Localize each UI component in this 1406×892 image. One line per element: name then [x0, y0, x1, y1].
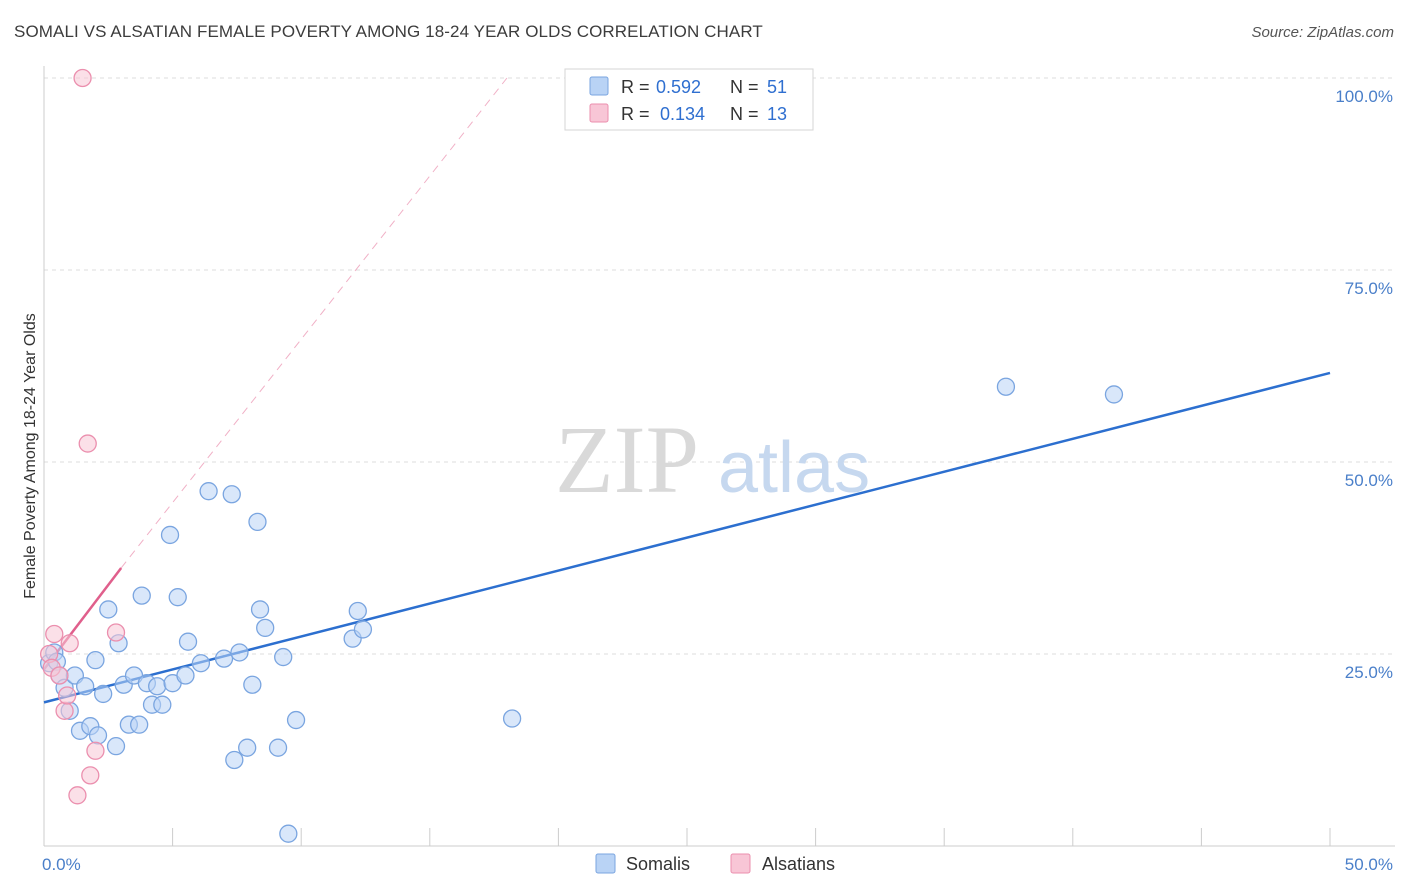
watermark-atlas: atlas: [718, 428, 870, 508]
alsatian-point: [78, 434, 97, 453]
legend-swatch-somalis: [589, 76, 609, 96]
somali-point: [348, 601, 367, 621]
somali-point: [130, 715, 149, 734]
legend-r-value-alsatians: 0.134: [660, 104, 705, 124]
somali-trend-line: [43, 371, 1331, 704]
alsatian-point: [60, 634, 79, 653]
somali-point: [94, 684, 113, 704]
somali-point: [238, 738, 257, 757]
somali-point: [286, 710, 306, 730]
somali-point: [250, 600, 270, 619]
somali-point: [243, 675, 262, 694]
alsatian-point: [73, 68, 92, 88]
legend-r-value-somalis: 0.592: [656, 77, 701, 97]
alsatian-point: [68, 786, 87, 805]
somali-point: [256, 618, 275, 638]
somali-point: [214, 649, 234, 668]
alsatian-trend-extension: [120, 77, 508, 569]
somali-point: [99, 600, 118, 619]
somali-point: [1104, 385, 1124, 404]
somali-point: [279, 824, 298, 843]
somali-point: [248, 512, 267, 532]
x-tick-label: 0.0%: [42, 855, 81, 874]
alsatian-point: [45, 624, 64, 644]
alsatian-point: [106, 623, 126, 642]
somali-point: [222, 485, 241, 504]
somali-point: [76, 677, 95, 696]
y-axis-label: Female Poverty Among 18-24 Year Olds: [22, 313, 39, 599]
data-points: [39, 68, 1124, 843]
somali-point: [199, 482, 218, 501]
somali-point: [160, 525, 180, 545]
legend-r-label-somalis: R =: [621, 77, 650, 97]
bottom-legend-swatch-somalis: [595, 853, 616, 874]
somali-point: [176, 666, 195, 685]
source-label: Source: ZipAtlas.com: [1251, 24, 1394, 41]
y-tick-label: 50.0%: [1345, 471, 1393, 490]
y-tick-label: 75.0%: [1345, 279, 1393, 298]
watermark-zip: ZIP: [555, 406, 699, 513]
bottom-legend-label-alsatians: Alsatians: [762, 854, 835, 874]
alsatian-point: [57, 686, 77, 705]
somali-point: [225, 750, 244, 770]
alsatian-point: [55, 701, 74, 720]
y-tick-label: 100.0%: [1335, 87, 1393, 106]
series-legend: Somalis Alsatians: [595, 853, 835, 874]
somali-point: [353, 620, 373, 639]
somali-point: [191, 654, 211, 673]
bottom-legend-label-somalis: Somalis: [626, 854, 690, 874]
somali-point: [153, 695, 172, 714]
trend-lines: [43, 77, 1331, 704]
somali-point: [502, 709, 522, 728]
somali-point: [168, 588, 187, 607]
bottom-legend-swatch-alsatians: [730, 853, 751, 874]
legend-n-value-alsatians: 13: [767, 104, 787, 124]
x-tick-labels: 0.0% 50.0%: [42, 855, 1393, 874]
stats-legend: R = 0.592 N = 51 R = 0.134 N = 13: [564, 68, 814, 131]
axes: [43, 66, 1395, 847]
somali-point: [148, 677, 167, 696]
legend-r-label-alsatians: R =: [621, 104, 650, 124]
legend-n-label-alsatians: N =: [730, 104, 759, 124]
x-tick-label: 50.0%: [1345, 855, 1393, 874]
somali-point: [106, 737, 126, 756]
y-tick-labels: 100.0% 75.0% 50.0% 25.0%: [1335, 87, 1393, 682]
alsatian-point: [86, 741, 105, 760]
somali-point: [996, 377, 1016, 396]
somali-point: [86, 650, 105, 670]
alsatian-point: [81, 766, 100, 785]
somali-point: [268, 738, 288, 757]
somali-point: [178, 632, 198, 651]
somali-point: [132, 586, 151, 605]
y-tick-label: 25.0%: [1345, 663, 1393, 682]
chart-title: SOMALI VS ALSATIAN FEMALE POVERTY AMONG …: [14, 22, 763, 41]
watermark: ZIP atlas: [555, 406, 870, 513]
somali-point: [274, 647, 293, 667]
gridlines: [44, 77, 1395, 655]
somali-point: [88, 726, 108, 745]
legend-swatch-alsatians: [589, 103, 609, 123]
somali-point: [230, 643, 249, 662]
legend-n-label-somalis: N =: [730, 77, 759, 97]
alsatian-point: [50, 666, 69, 685]
legend-n-value-somalis: 51: [767, 77, 787, 97]
